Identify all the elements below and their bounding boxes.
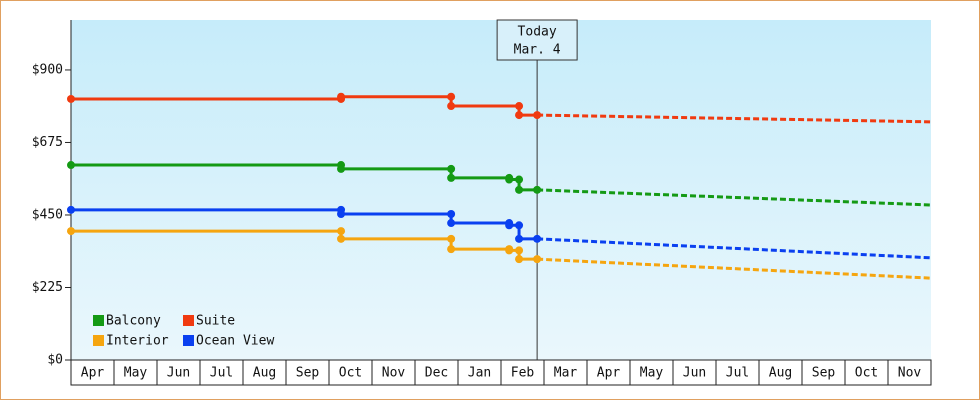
point	[533, 185, 542, 194]
point	[337, 92, 346, 101]
month-box	[586, 359, 631, 386]
point	[515, 255, 524, 264]
legend-swatch	[183, 335, 194, 346]
x-tick-label: Oct	[339, 366, 362, 381]
point	[515, 185, 524, 194]
forecast-line	[537, 257, 932, 280]
point	[533, 234, 542, 243]
point	[515, 234, 524, 243]
point	[505, 221, 514, 230]
x-tick-label: Jun	[167, 366, 190, 381]
forecast-line	[537, 188, 932, 207]
x-tick-label: Jun	[683, 366, 706, 381]
point	[447, 219, 456, 228]
x-tick-label: Jan	[468, 366, 491, 381]
legend-swatch	[93, 335, 104, 346]
today-box	[496, 19, 578, 61]
month-box	[199, 359, 244, 386]
point	[447, 102, 456, 111]
legend-swatch	[93, 315, 104, 326]
point	[515, 111, 524, 120]
x-tick-label: May	[124, 366, 148, 381]
x-tick-label: Apr	[597, 366, 621, 381]
point	[505, 246, 514, 255]
x-tick-label: Sep	[812, 366, 836, 381]
point	[533, 111, 542, 120]
month-box	[457, 359, 502, 386]
month-box	[543, 359, 588, 386]
legend-swatch	[183, 315, 194, 326]
y-tick-label: $450	[32, 207, 63, 222]
legend-label: Suite	[196, 314, 235, 329]
month-box	[715, 359, 760, 386]
point	[337, 164, 346, 173]
month-box	[70, 359, 115, 386]
x-tick-label: Apr	[81, 366, 105, 381]
legend-label: Balcony	[106, 314, 161, 329]
forecast-line	[537, 113, 932, 124]
y-tick-label: $900	[32, 62, 63, 77]
x-tick-label: Oct	[855, 366, 878, 381]
point	[67, 205, 75, 214]
today-label: Mar. 4	[514, 43, 561, 58]
x-tick-label: May	[640, 366, 664, 381]
x-tick-label: Sep	[296, 366, 320, 381]
point	[67, 161, 75, 170]
today-label: Today	[518, 25, 557, 40]
y-tick-label: $0	[47, 353, 63, 368]
y-tick-label: $225	[32, 280, 63, 295]
y-tick-label: $675	[32, 135, 63, 150]
x-tick-label: Dec	[425, 366, 448, 381]
point	[515, 246, 524, 255]
x-tick-label: Nov	[382, 366, 406, 381]
point	[337, 234, 346, 243]
x-tick-label: Feb	[511, 366, 535, 381]
forecast-line	[537, 237, 932, 260]
x-tick-label: Aug	[253, 366, 276, 381]
point	[447, 92, 456, 101]
point	[67, 94, 75, 103]
x-tick-label: Jul	[726, 366, 749, 381]
point	[447, 173, 456, 182]
point	[447, 245, 456, 254]
point	[447, 210, 456, 219]
legend-label: Interior	[106, 334, 169, 349]
x-tick-label: Aug	[769, 366, 792, 381]
point	[447, 234, 456, 243]
point	[505, 175, 514, 184]
month-box	[242, 359, 287, 386]
point	[515, 175, 524, 184]
point	[67, 227, 75, 236]
month-box	[844, 359, 889, 386]
point	[533, 255, 542, 264]
month-box	[887, 359, 932, 386]
point	[447, 164, 456, 173]
month-box	[801, 359, 846, 386]
plot-area	[71, 20, 931, 360]
month-box	[371, 359, 416, 386]
point	[515, 221, 524, 230]
month-box	[156, 359, 201, 386]
legend-label: Ocean View	[196, 334, 274, 349]
point	[515, 102, 524, 111]
month-box	[672, 359, 717, 386]
point	[337, 210, 346, 219]
x-tick-label: Mar	[554, 366, 578, 381]
x-tick-label: Jul	[210, 366, 233, 381]
month-box	[113, 359, 158, 386]
x-tick-label: Nov	[898, 366, 922, 381]
point	[337, 227, 346, 236]
